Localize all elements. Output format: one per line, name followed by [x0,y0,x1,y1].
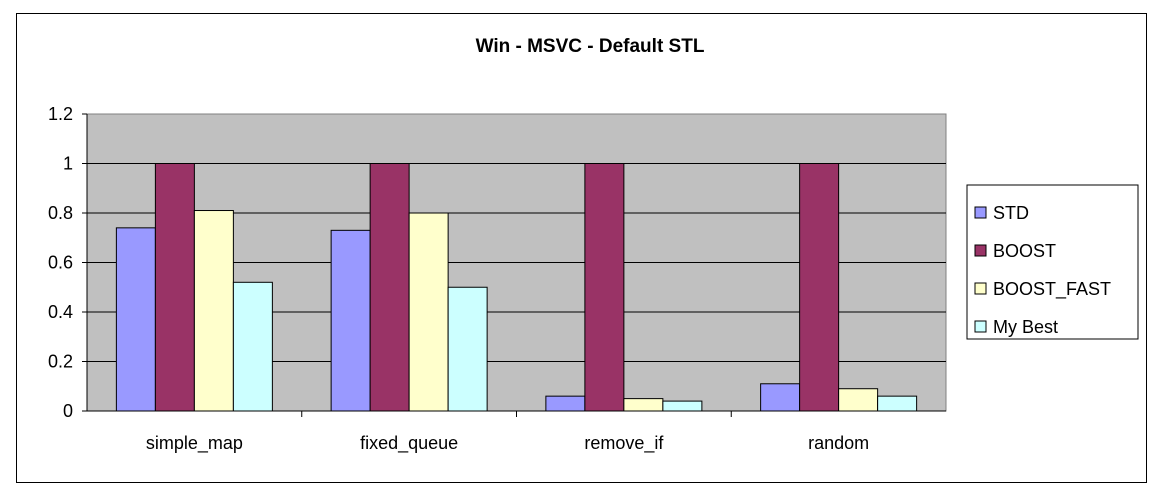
bar-boost-fixed-queue [369,163,410,412]
legend-label: BOOST_FAST [993,279,1111,300]
bar-std-simple-map [115,227,156,412]
legend-label: STD [993,203,1029,223]
x-category-label: simple_map [146,433,243,454]
legend-label: My Best [993,317,1058,337]
y-tick-label: 1 [63,154,73,174]
x-category-label: random [808,433,869,453]
bar-chart: Win - MSVC - Default STL 0 0.2 0.4 0.6 0.8 1 1… [48,36,1139,454]
bar-boost-fast-random [838,388,879,412]
bar-my-best-remove-if [662,400,703,412]
legend-swatch [974,206,987,219]
bar-boost-fast-fixed-queue [408,212,449,412]
y-tick-label: 0.2 [48,352,73,372]
chart-frame: Win - MSVC - Default STL 0 0.2 0.4 0.6 0.8 1 1… [16,13,1147,483]
bars [115,163,918,412]
bar-my-best-fixed-queue [447,286,488,412]
legend-swatch [974,282,987,295]
bar-boost-fast-remove-if [623,398,664,412]
bar-boost-fast-simple-map [193,210,234,412]
legend-box [966,184,1139,340]
bar-std-remove-if [545,395,586,412]
bar-std-fixed-queue [330,229,371,412]
x-category-label: fixed_queue [360,433,458,454]
bar-boost-remove-if [584,163,625,412]
legend-label: BOOST [993,241,1056,261]
bar-my-best-simple-map [232,281,273,412]
bar-boost-simple-map [154,163,195,412]
legend: STD BOOST BOOST_FAST My Best [966,184,1139,340]
bar-std-random [760,383,801,412]
chart-title: Win - MSVC - Default STL [476,36,705,57]
y-tick-label: 0 [63,401,73,421]
y-tick-label: 1.2 [48,104,73,124]
x-category-label: remove_if [584,433,664,454]
bar-boost-random [799,163,840,412]
axes: 0 0.2 0.4 0.6 0.8 1 1.2 simple_map fixed_queue re… [48,104,946,454]
bar-my-best-random [877,395,918,412]
y-tick-label: 0.8 [48,203,73,223]
y-tick-label: 0.4 [48,302,73,322]
y-tick-label: 0.6 [48,253,73,273]
legend-swatch [974,244,987,257]
legend-swatch [974,320,987,333]
